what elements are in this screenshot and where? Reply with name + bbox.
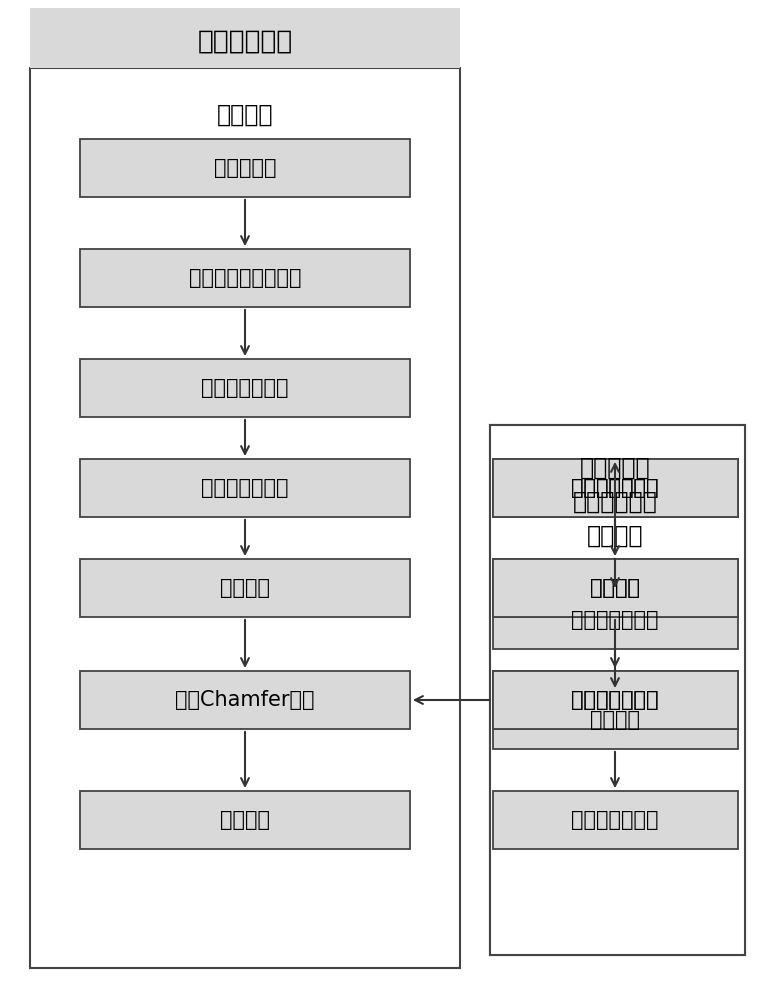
Text: 直线段特征描述: 直线段特征描述 (571, 478, 659, 498)
FancyBboxPatch shape (492, 671, 738, 729)
Text: 直线段特征描述: 直线段特征描述 (571, 478, 659, 498)
Text: 锁紧板部位图像采集: 锁紧板部位图像采集 (189, 268, 301, 288)
FancyBboxPatch shape (492, 591, 738, 649)
Text: 生成无故障模板: 生成无故障模板 (571, 810, 659, 830)
FancyBboxPatch shape (30, 68, 460, 968)
FancyBboxPatch shape (80, 359, 410, 417)
FancyBboxPatch shape (490, 425, 745, 955)
Text: 直线段特征描述: 直线段特征描述 (571, 610, 659, 630)
Text: 高速摄像机: 高速摄像机 (214, 158, 276, 178)
FancyBboxPatch shape (492, 459, 738, 517)
FancyBboxPatch shape (80, 559, 410, 617)
Text: 方向编码: 方向编码 (220, 578, 270, 598)
FancyBboxPatch shape (80, 671, 410, 729)
Text: 故障识别计算机: 故障识别计算机 (202, 378, 289, 398)
Text: 方向编码: 方向编码 (590, 578, 640, 598)
Text: 故障检测前: 故障检测前 (580, 456, 650, 480)
FancyBboxPatch shape (30, 8, 460, 68)
FancyBboxPatch shape (492, 671, 738, 729)
Text: 方向编码: 方向编码 (590, 710, 640, 730)
FancyBboxPatch shape (80, 791, 410, 849)
FancyBboxPatch shape (492, 559, 738, 617)
FancyBboxPatch shape (80, 139, 410, 197)
FancyBboxPatch shape (492, 459, 738, 517)
Text: 的锁紧板: 的锁紧板 (587, 524, 643, 548)
Text: 生成无故障模板: 生成无故障模板 (571, 690, 659, 710)
FancyBboxPatch shape (492, 791, 738, 849)
FancyBboxPatch shape (492, 559, 738, 617)
Text: 方向编码: 方向编码 (590, 578, 640, 598)
Text: 图像采集模块: 图像采集模块 (198, 29, 293, 55)
FancyBboxPatch shape (80, 249, 410, 307)
FancyBboxPatch shape (80, 459, 410, 517)
Text: 直线段特征描述: 直线段特征描述 (202, 478, 289, 498)
Text: 有向Chamfer匹配: 有向Chamfer匹配 (175, 690, 315, 710)
FancyBboxPatch shape (490, 425, 745, 955)
Text: 正常偏转角度: 正常偏转角度 (573, 490, 657, 514)
Text: 识别结果: 识别结果 (220, 810, 270, 830)
Text: 生成无故障模板: 生成无故障模板 (571, 690, 659, 710)
FancyBboxPatch shape (492, 691, 738, 749)
Text: 在线检测: 在线检测 (217, 103, 274, 127)
